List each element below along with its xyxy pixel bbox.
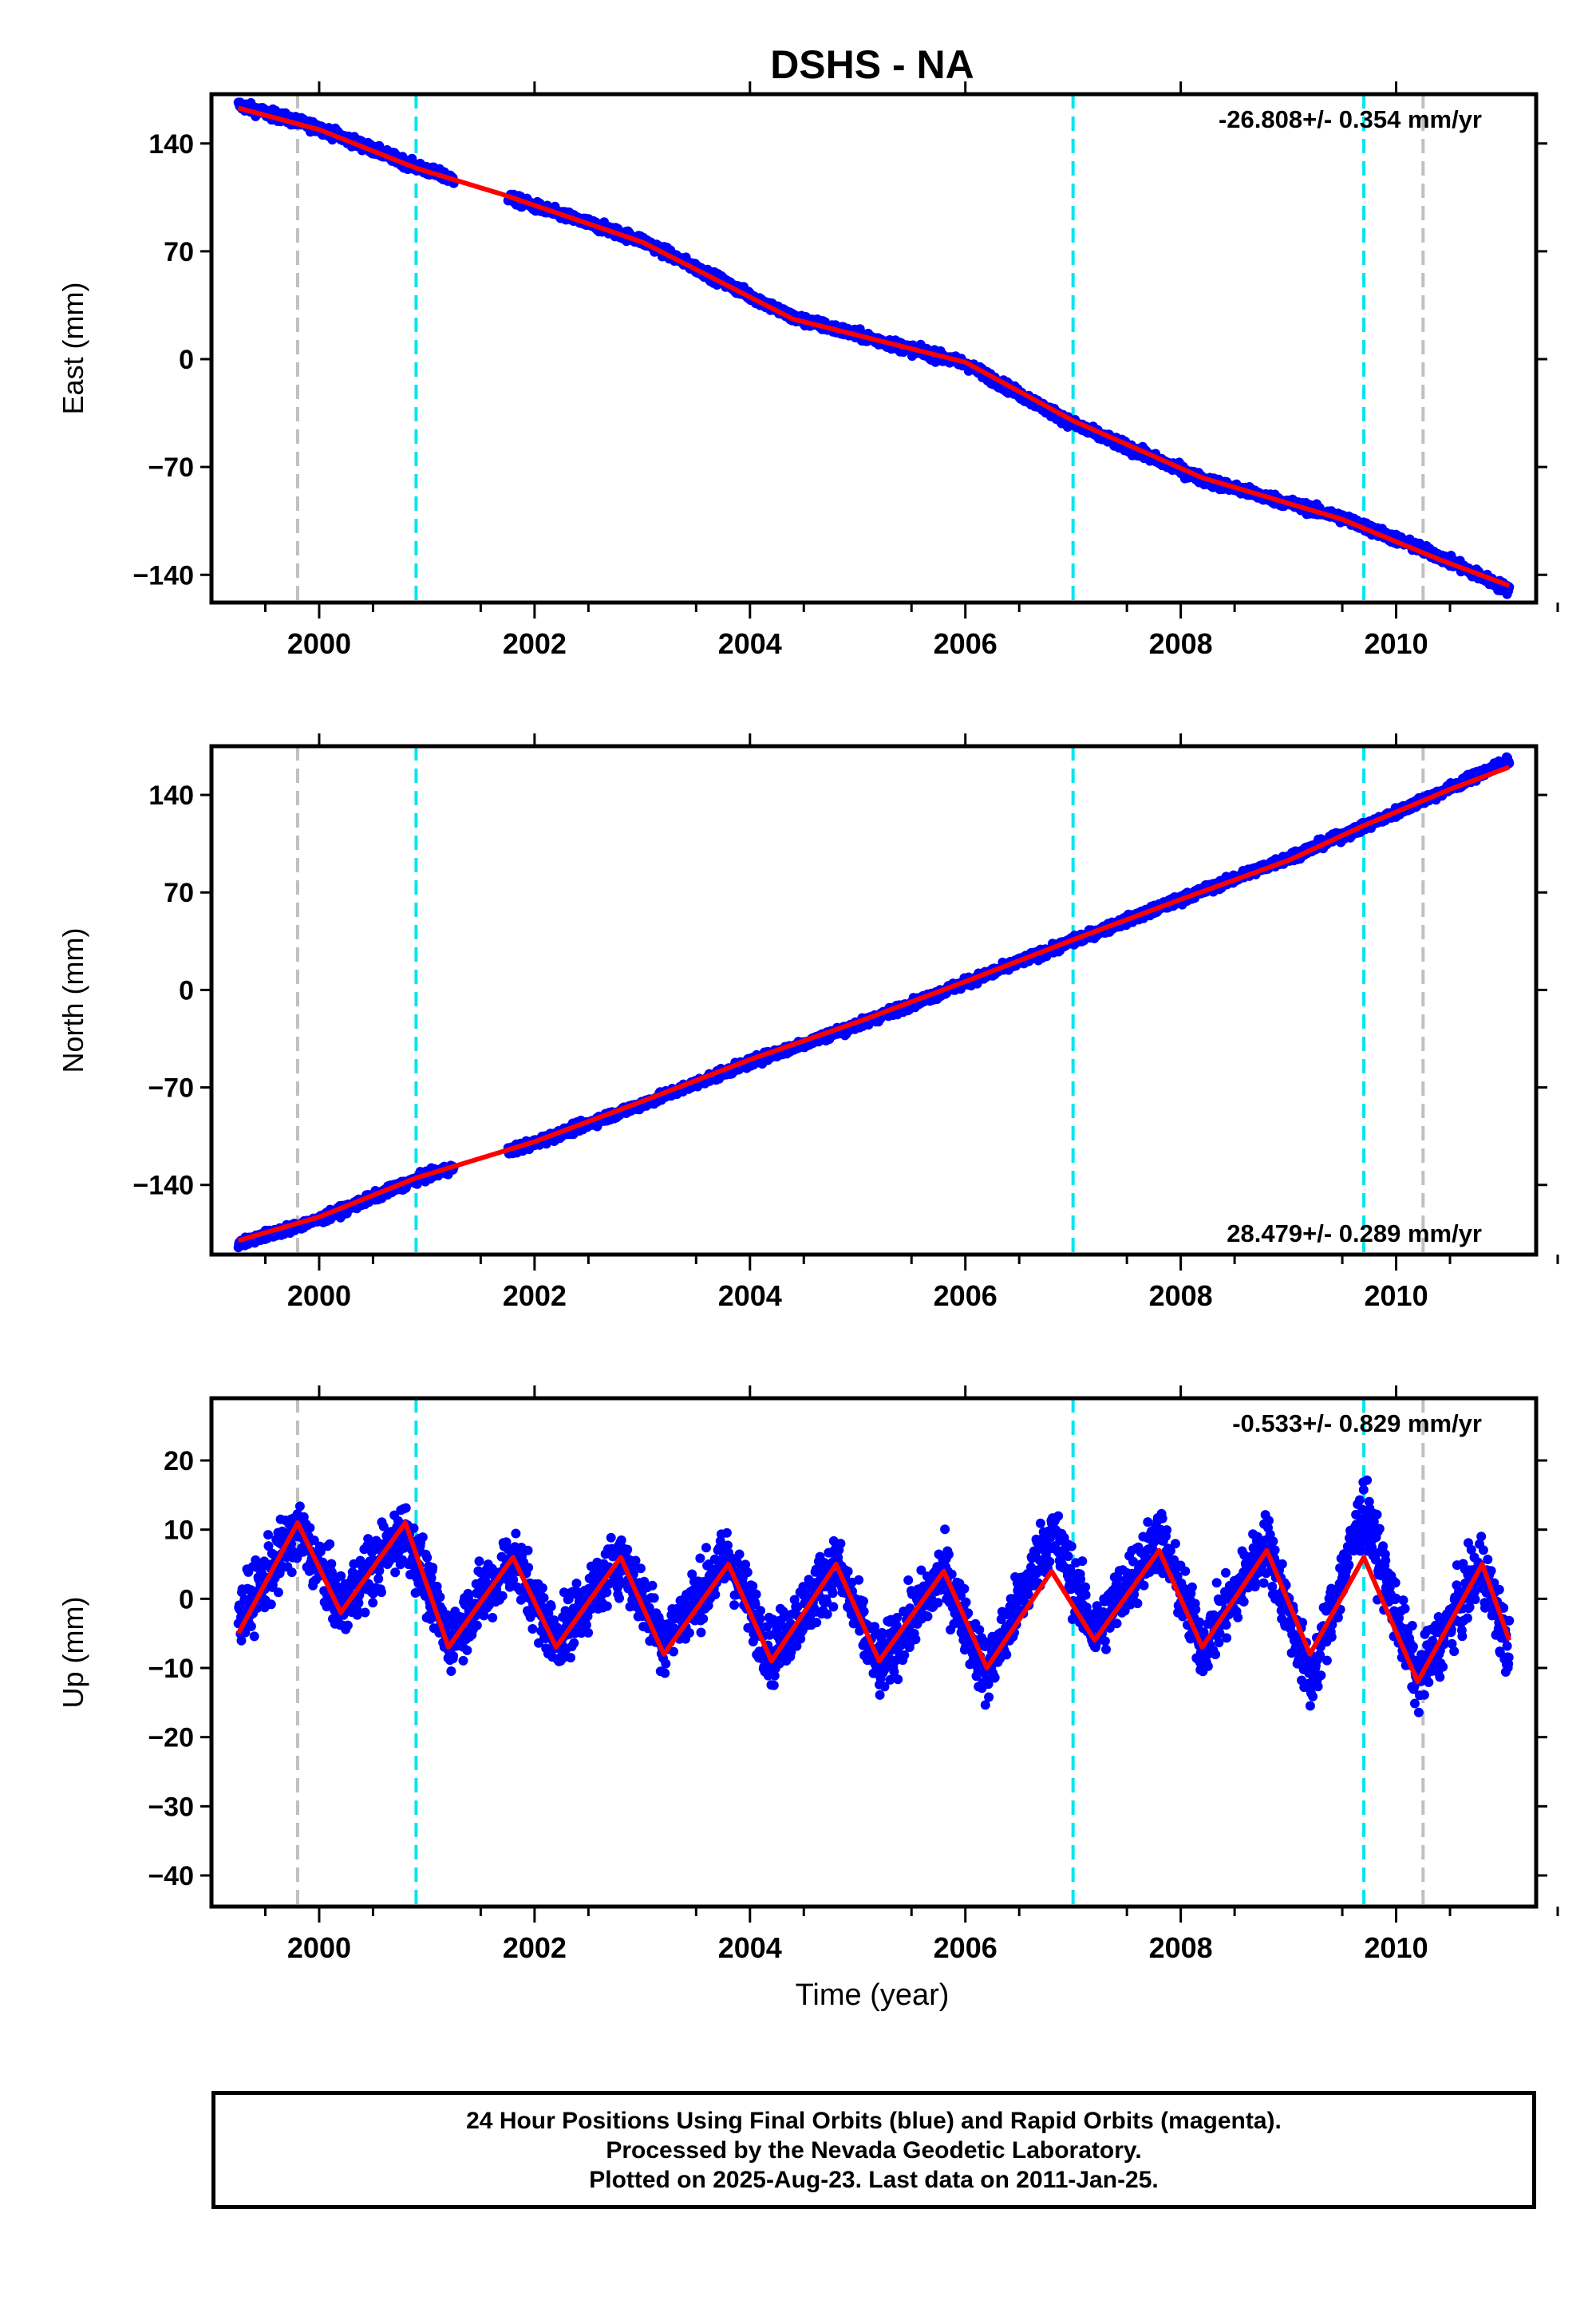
east-panel-frame (209, 92, 1539, 605)
east-x-tick-label: 2006 (934, 627, 998, 660)
east-y-axis-label: East (mm) (57, 283, 89, 415)
east-velocity-label: -26.808+/- 0.354 mm/yr (1219, 105, 1482, 133)
east-x-tick-label: 2000 (287, 627, 351, 660)
east-x-tick-label: 2002 (503, 627, 567, 660)
east-y-tick-label: 70 (164, 237, 194, 267)
chart-title: DSHS - NA (770, 42, 974, 87)
east-x-tick-label: 2004 (718, 627, 782, 660)
east-x-tick-label: 2008 (1149, 627, 1213, 660)
east-y-tick-label: 140 (148, 129, 194, 160)
east-y-tick-label: −70 (148, 453, 194, 483)
east-x-tick-label: 2010 (1365, 627, 1428, 660)
east-y-tick-label: 0 (179, 345, 194, 375)
east-plot-area (233, 94, 1515, 603)
east-y-tick-label: −140 (132, 560, 194, 591)
panels-group: 140 70 0 −70 −140 East (mm) 2000 2002 2004 2006 20… (57, 81, 1559, 1964)
east-fit-line (237, 105, 1511, 588)
north-plot-area (233, 746, 1515, 1255)
